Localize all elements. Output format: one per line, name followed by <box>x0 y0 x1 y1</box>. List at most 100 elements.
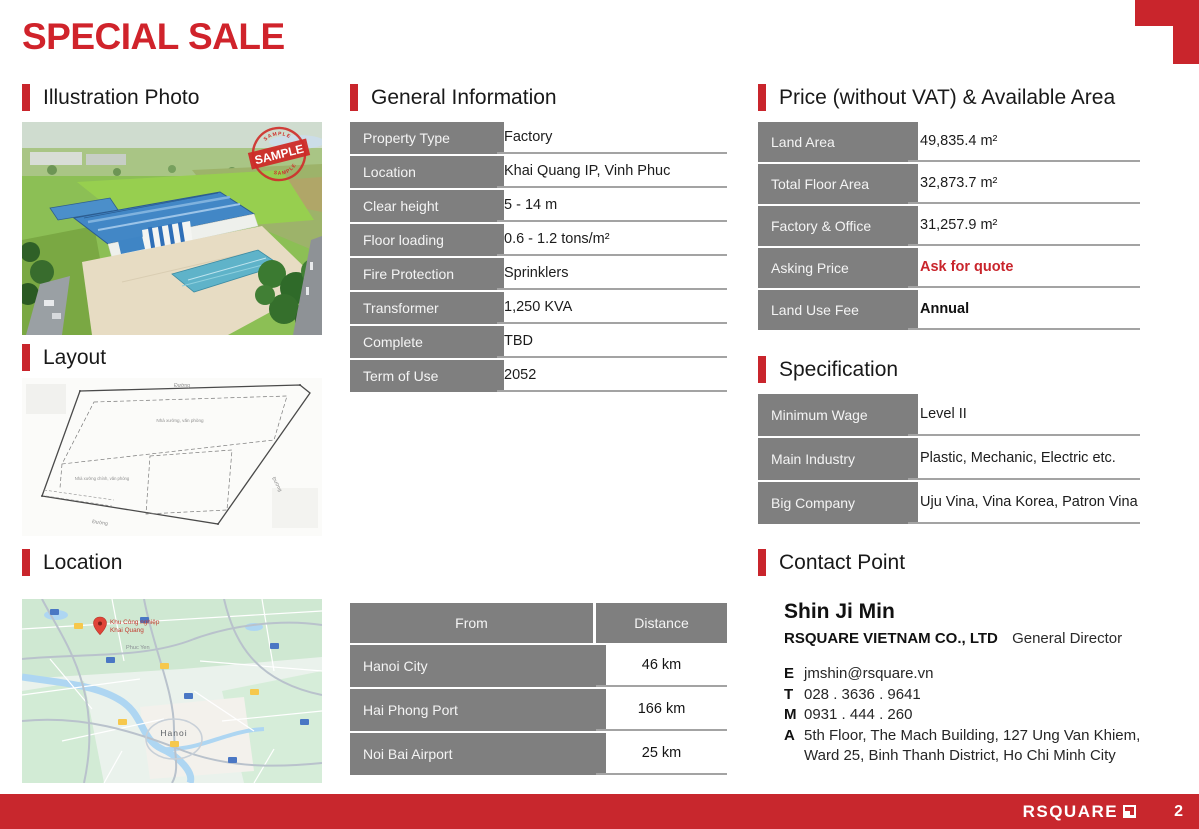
tel-prefix: T <box>784 685 794 703</box>
table-row: Hai Phong Port 166 km <box>350 689 727 731</box>
section-header-general-information: General Information <box>350 84 557 111</box>
row-value: 32,873.7 m² <box>908 164 1140 204</box>
table-row: Location Khai Quang IP, Vinh Phuc <box>350 156 727 188</box>
table-row: Noi Bai Airport 25 km <box>350 733 727 775</box>
table-row: Big Company Uju Vina, Vina Korea, Patron… <box>758 482 1140 524</box>
row-label: Term of Use <box>350 360 504 392</box>
table-row: Fire Protection Sprinklers <box>350 258 727 290</box>
illustration-photo: SAMPLE SAMPLE SAMPLE <box>22 122 322 335</box>
table-row: Factory & Office 31,257.9 m² <box>758 206 1140 246</box>
red-bar-icon <box>758 356 766 383</box>
section-title-location: Location <box>43 550 123 574</box>
distance-table: From Distance Hanoi City 46 km Hai Phong… <box>350 603 727 775</box>
contact-address-line2: Ward 25, Binh Thanh District, Ho Chi Min… <box>784 746 1140 767</box>
section-title-layout: Layout <box>43 345 107 369</box>
table-row: Total Floor Area 32,873.7 m² <box>758 164 1140 204</box>
rsquare-logo: RSQUARE <box>1023 802 1137 822</box>
column-header-from: From <box>350 603 593 643</box>
page-title: SPECIAL SALE <box>22 16 285 57</box>
row-label: Land Use Fee <box>758 290 918 330</box>
map-pin-label-line2: Khai Quang <box>110 627 144 634</box>
table-row: Term of Use 2052 <box>350 360 727 392</box>
price-table: Land Area 49,835.4 m² Total Floor Area 3… <box>758 122 1140 330</box>
row-value: 46 km <box>596 645 727 687</box>
row-label: Asking Price <box>758 248 918 288</box>
section-header-specification: Specification <box>758 356 898 383</box>
table-row: Property Type Factory <box>350 122 727 154</box>
contact-email: jmshin@rsquare.vn <box>804 665 934 682</box>
section-header-location: Location <box>22 549 122 576</box>
row-value: Factory <box>497 122 727 154</box>
row-value: Khai Quang IP, Vinh Phuc <box>497 156 727 188</box>
row-label: Complete <box>350 326 504 358</box>
general-information-table: Property Type Factory Location Khai Quan… <box>350 122 727 392</box>
row-label: Fire Protection <box>350 258 504 290</box>
distance-table-header: From Distance <box>350 603 727 643</box>
contact-role: General Director <box>1012 630 1123 647</box>
contact-company-line: RSQUARE VIETNAM CO., LTD General Directo… <box>784 630 1122 647</box>
contact-name: Shin Ji Min <box>784 600 895 623</box>
row-label: Minimum Wage <box>758 394 918 436</box>
row-value: 31,257.9 m² <box>908 206 1140 246</box>
email-prefix: E <box>784 665 795 682</box>
row-label: Floor loading <box>350 224 504 256</box>
contact-company: RSQUARE VIETNAM CO., LTD <box>784 630 998 647</box>
address-prefix-spacer <box>784 746 804 767</box>
red-bar-icon <box>22 84 30 111</box>
specification-table: Minimum Wage Level II Main Industry Plas… <box>758 394 1140 524</box>
address-prefix: A <box>784 726 795 744</box>
row-value: Level II <box>908 394 1140 436</box>
contact-details: E jmshin@rsquare.vn T 028 . 3636 . 9641 … <box>784 664 1140 767</box>
row-label: Noi Bai Airport <box>350 733 606 775</box>
row-value: TBD <box>497 326 727 358</box>
row-value: Annual <box>908 290 1140 330</box>
contact-address-line1: A 5th Floor, The Mach Building, 127 Ung … <box>784 726 1140 747</box>
table-row: Transformer 1,250 KVA <box>350 292 727 324</box>
location-map-image: Khu Công nghiệp Khai Quang Phuc Yen Hano… <box>22 599 322 783</box>
red-bar-icon <box>758 84 766 111</box>
map-town-label: Phuc Yen <box>126 645 150 651</box>
contact-mobile-line: M 0931 . 444 . 260 <box>784 705 1140 726</box>
row-value-asking-price: Ask for quote <box>908 248 1140 288</box>
location-map: Khu Công nghiệp Khai Quang Phuc Yen Hano… <box>22 599 322 783</box>
row-value: Sprinklers <box>497 258 727 290</box>
plan-road-top-label: Đường <box>174 383 190 389</box>
table-row: Clear height 5 - 14 m <box>350 190 727 222</box>
contact-address-2: Ward 25, Binh Thanh District, Ho Chi Min… <box>804 747 1116 764</box>
row-label: Hanoi City <box>350 645 606 687</box>
row-label: Land Area <box>758 122 918 162</box>
corner-logo-mark-horizontal <box>1135 0 1199 26</box>
table-row: Land Area 49,835.4 m² <box>758 122 1140 162</box>
plan-road-bottom-label: Đường <box>92 519 109 527</box>
section-header-price: Price (without VAT) & Available Area <box>758 84 1115 111</box>
section-title-illustration-photo: Illustration Photo <box>43 85 200 109</box>
column-header-distance: Distance <box>596 603 727 643</box>
site-plan-image: Đường Đường Đường Nhà xưởng, văn phòng N… <box>22 378 322 536</box>
contact-email-line: E jmshin@rsquare.vn <box>784 664 1140 685</box>
row-value: 5 - 14 m <box>497 190 727 222</box>
row-label: Total Floor Area <box>758 164 918 204</box>
road-shield-icons <box>50 609 309 763</box>
table-row: Minimum Wage Level II <box>758 394 1140 436</box>
row-value: 0.6 - 1.2 tons/m² <box>497 224 727 256</box>
page-number: 2 <box>1174 802 1183 820</box>
corner-logo-mark-vertical <box>1173 26 1199 64</box>
row-label: Big Company <box>758 482 918 524</box>
red-bar-icon <box>22 549 30 576</box>
row-label: Main Industry <box>758 438 918 480</box>
contact-mobile: 0931 . 444 . 260 <box>804 706 913 723</box>
plan-left-label: Nhà xưởng chính, văn phòng <box>75 476 130 481</box>
map-pin-icon <box>93 616 107 636</box>
row-value: 1,250 KVA <box>497 292 727 324</box>
table-row: Hanoi City 46 km <box>350 645 727 687</box>
red-bar-icon <box>758 549 766 576</box>
section-header-layout: Layout <box>22 344 106 371</box>
layout-plan: Đường Đường Đường Nhà xưởng, văn phòng N… <box>22 378 322 536</box>
red-bar-icon <box>350 84 358 111</box>
section-title-price: Price (without VAT) & Available Area <box>779 85 1116 109</box>
row-value: 166 km <box>596 689 727 731</box>
section-title-specification: Specification <box>779 357 899 381</box>
rsquare-logo-text: RSQUARE <box>1022 801 1119 821</box>
table-row: Complete TBD <box>350 326 727 358</box>
contact-tel-line: T 028 . 3636 . 9641 <box>784 685 1140 706</box>
